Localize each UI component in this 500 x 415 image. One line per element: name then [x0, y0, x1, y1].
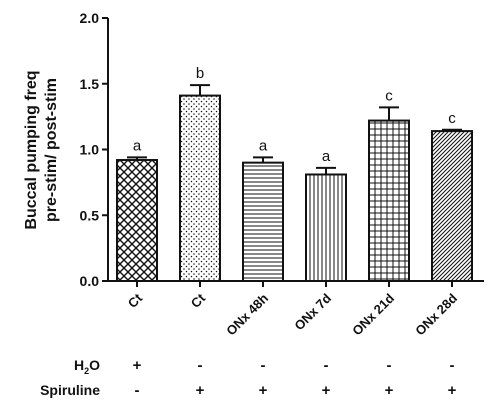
y-axis: 0.0 0.5 1.0 1.5 2.0: [80, 10, 109, 289]
treatment-sign: -: [261, 357, 266, 374]
bar: [116, 159, 158, 283]
y-tick-label: 0.0: [80, 273, 100, 289]
treatment-row-label: H2O: [74, 357, 100, 376]
treatment-row-label-main: Spiruline: [40, 382, 100, 398]
treatment-sign: +: [385, 382, 394, 399]
bar-group: c: [368, 87, 410, 287]
x-axis-labels: Ct Ct ONx 48h ONx 7d ONx 21d ONx 28d: [125, 290, 460, 338]
bar: [431, 130, 473, 282]
y-axis-title: Buccal pumping freq pre-stim/ post-stim: [23, 70, 60, 229]
y-axis-title-line-1: Buccal pumping freq: [23, 70, 40, 229]
treatment-sign: +: [448, 382, 457, 399]
y-axis-title-line-2: pre-stim/ post-stim: [43, 78, 60, 222]
y-tick-label: 1.5: [80, 76, 100, 92]
x-category-label: ONx 7d: [291, 290, 334, 333]
bar: [368, 119, 410, 282]
treatment-sign: -: [387, 357, 392, 374]
significance-label: b: [196, 65, 204, 82]
x-category-label: ONx 21d: [349, 290, 397, 338]
bar: [305, 173, 347, 282]
treatment-sign: +: [259, 382, 268, 399]
treatment-sign: -: [324, 357, 329, 374]
bars-group: a b a a c c: [108, 65, 484, 287]
significance-label: a: [259, 137, 268, 154]
treatment-sign: +: [196, 382, 205, 399]
x-category-label: ONx 28d: [412, 290, 460, 338]
x-category-label: Ct: [188, 290, 209, 311]
treatment-table: H2O + - - - - - Spiruline - + + + + +: [40, 357, 457, 399]
treatment-row-label: Spiruline: [40, 382, 100, 398]
treatment-row-label-main: H: [74, 357, 84, 373]
x-category-label: Ct: [125, 290, 146, 311]
bar-group: a: [305, 148, 347, 287]
significance-label: c: [448, 110, 456, 127]
bar: [242, 161, 284, 282]
significance-label: a: [322, 148, 331, 165]
treatment-sign: +: [322, 382, 331, 399]
bar-group: c: [431, 110, 473, 287]
significance-label: c: [385, 87, 393, 104]
bar: [179, 94, 221, 282]
treatment-sign: -: [450, 357, 455, 374]
y-tick-label: 1.0: [80, 142, 100, 158]
treatment-sign: -: [135, 382, 140, 399]
bar-group: a: [116, 137, 158, 287]
treatment-sign: -: [198, 357, 203, 374]
significance-label: a: [133, 137, 142, 154]
treatment-sign: +: [133, 357, 142, 374]
bar-group: b: [179, 65, 221, 287]
y-tick-label: 0.5: [80, 207, 100, 223]
x-category-label: ONx 48h: [223, 290, 271, 338]
bar-group: a: [242, 137, 284, 287]
treatment-row-label-tail: O: [89, 357, 100, 373]
y-tick-label: 2.0: [80, 10, 100, 26]
treatment-row-label-subscript: 2: [84, 366, 89, 376]
